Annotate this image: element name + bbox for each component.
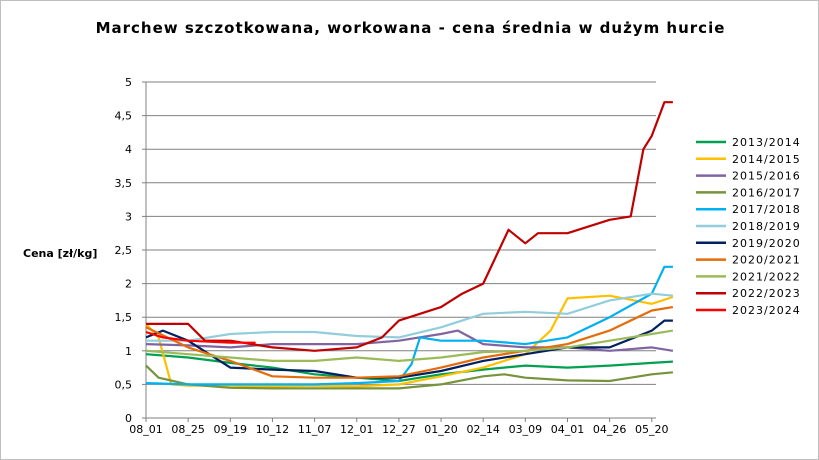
x-tick-label: 03_09	[509, 423, 543, 436]
axes	[142, 81, 656, 422]
series-line-2022-2023	[146, 101, 673, 352]
legend-entry: 2023/2024	[732, 304, 801, 317]
y-tick-label: 2	[125, 278, 132, 291]
y-tick-label: 0	[125, 412, 132, 425]
series-line-2018-2019	[146, 292, 674, 342]
y-tick-label: 4	[125, 143, 132, 156]
y-tick-label: 1	[125, 345, 132, 358]
series-line-2015-2016	[145, 329, 674, 352]
series-lines	[145, 101, 674, 390]
x-tick-label: 09_19	[214, 423, 248, 436]
legend-entry: 2019/2020	[732, 237, 801, 250]
x-tick-label: 04_26	[593, 423, 627, 436]
legend-entry: 2014/2015	[732, 153, 801, 166]
y-axis-label: Cena [zł/kg]	[23, 247, 98, 260]
legend: 2013/2014 2014/2015 2015/2016 2016/2017 2017…	[696, 136, 801, 317]
y-tick-label: 3,5	[115, 177, 133, 190]
chart-title: Marchew szczotkowana, workowana - cena ś…	[95, 19, 726, 37]
x-tick-label: 11_07	[298, 423, 332, 436]
x-tick-label: 04_01	[551, 423, 585, 436]
x-tick-label: 05_20	[635, 423, 669, 436]
x-tick-labels: 08_01 08_25 09_19 10_12 11_07 12_01 12_27 01_20…	[129, 423, 668, 436]
x-tick-label: 12_01	[340, 423, 374, 436]
series-line-2019-2020	[145, 319, 673, 379]
series-line-2023-2024	[145, 330, 256, 344]
x-tick-label: 08_01	[129, 423, 163, 436]
y-tick-labels: 0 0,5 1 1,5 2 2,5 3 3,5 4 4,5 5	[115, 76, 133, 425]
legend-entry: 2017/2018	[732, 203, 801, 216]
y-tick-label: 4,5	[115, 110, 133, 123]
legend-entry: 2022/2023	[732, 287, 801, 300]
x-tick-label: 01_20	[424, 423, 458, 436]
x-tick-label: 08_25	[171, 423, 205, 436]
y-tick-label: 3	[125, 210, 132, 223]
y-tick-label: 0,5	[115, 378, 133, 391]
y-tick-label: 2,5	[115, 244, 133, 257]
series-line-2020-2021	[145, 306, 674, 379]
legend-entry: 2021/2022	[732, 270, 801, 283]
y-tick-label: 1,5	[115, 311, 133, 324]
y-tick-label: 5	[125, 76, 132, 89]
legend-entry: 2018/2019	[732, 220, 801, 233]
grid-lines	[146, 81, 656, 385]
x-tick-label: 10_12	[256, 423, 290, 436]
x-tick-label: 12_27	[382, 423, 416, 436]
series-line-2021-2022	[145, 329, 674, 362]
series-line-2017-2018	[145, 265, 673, 386]
x-tick-label: 02_14	[466, 423, 500, 436]
legend-entry: 2016/2017	[732, 186, 801, 199]
legend-entry: 2020/2021	[732, 254, 801, 267]
legend-entry: 2015/2016	[732, 170, 801, 183]
series-line-2016-2017	[145, 364, 674, 390]
legend-entry: 2013/2014	[732, 136, 801, 149]
